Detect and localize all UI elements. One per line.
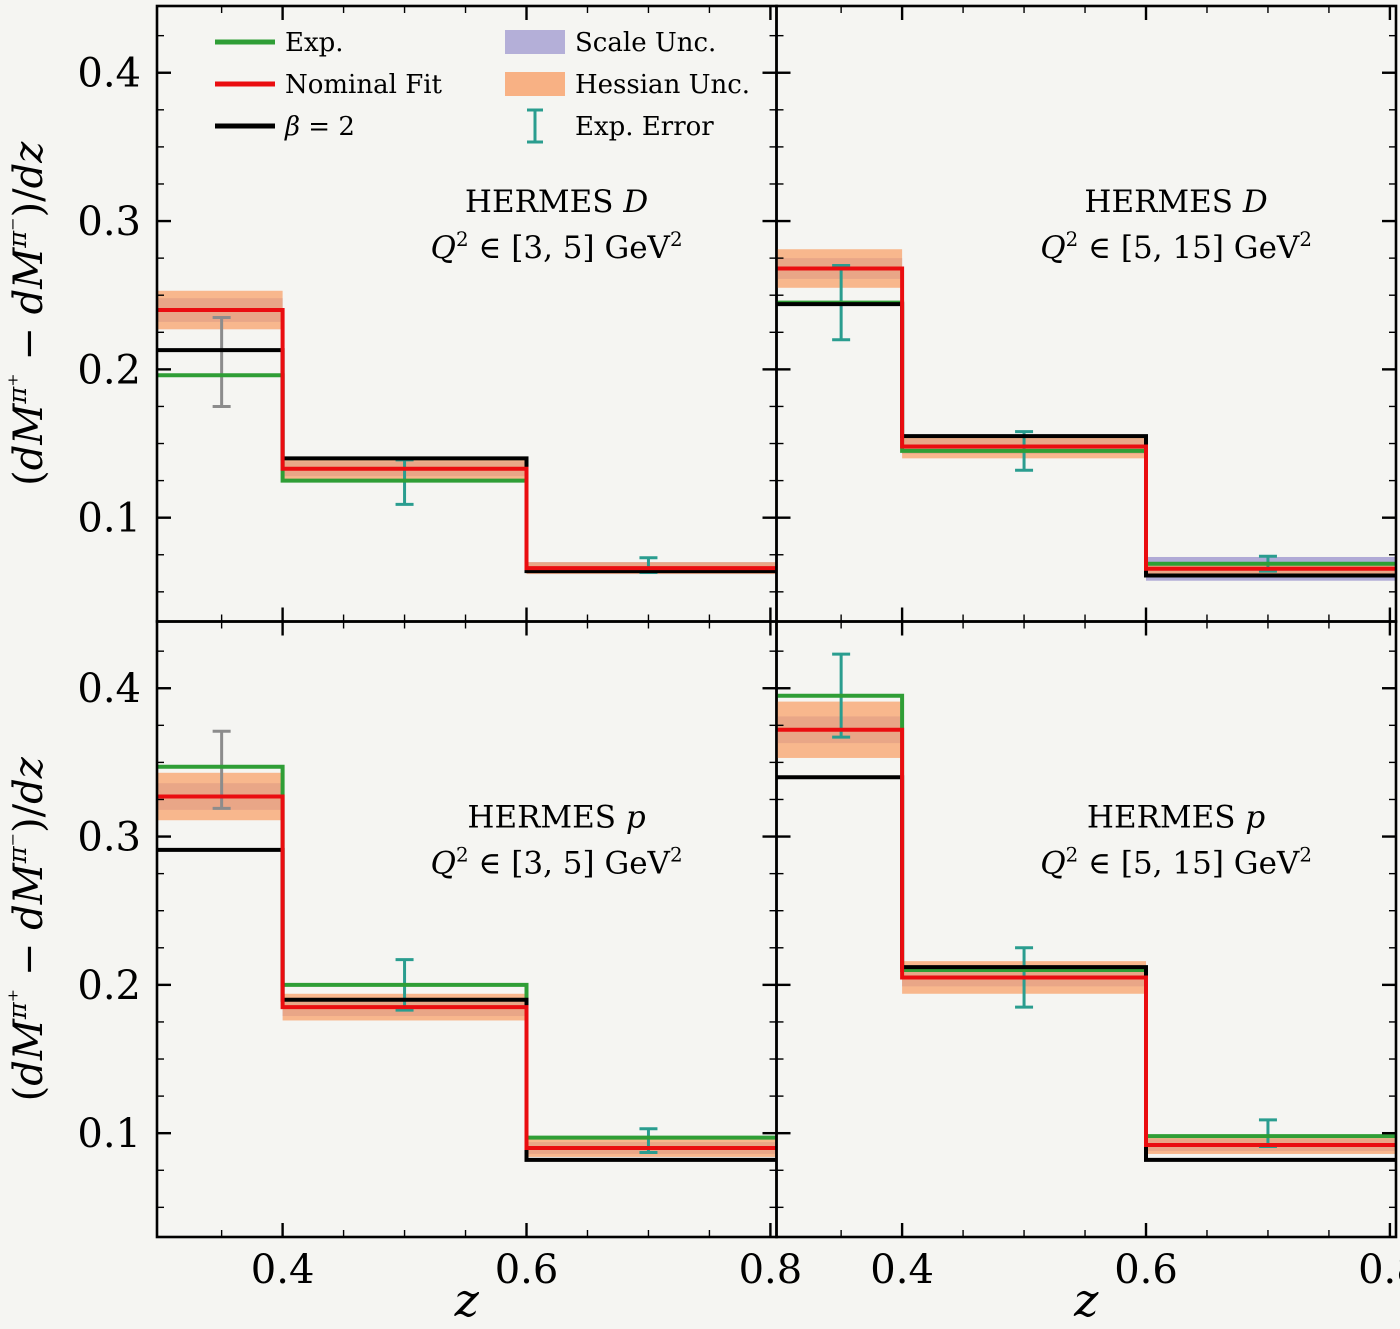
panel-subtitle: Q2 ∈ [3, 5] GeV2 bbox=[431, 843, 683, 881]
y-axis-label-group: (dMπ⁺ − dMπ⁻)/dz bbox=[3, 141, 52, 486]
legend-item-scale: Scale Unc. bbox=[505, 28, 716, 58]
y-tick-label: 0.4 bbox=[77, 51, 141, 97]
beta2-line bbox=[157, 348, 777, 574]
x-tick-label: 0.4 bbox=[251, 1247, 315, 1293]
legend-item-hessian: Hessian Unc. bbox=[505, 70, 750, 100]
legend-label-experr: Exp. Error bbox=[575, 112, 714, 142]
x-tick-label: 0.6 bbox=[495, 1247, 559, 1293]
legend-item-exp: Exp. bbox=[215, 28, 344, 58]
legend-label-scale: Scale Unc. bbox=[575, 28, 716, 58]
beta2-line bbox=[776, 302, 1396, 578]
panel-hermes-p-q2-5-15: 0.4 0.6 0.8 HERMES p Q2 ∈ [5, 15] GeV2 bbox=[775, 620, 1400, 1293]
panel-title: HERMES D bbox=[1084, 184, 1267, 220]
y-tick-label: 0.3 bbox=[77, 815, 141, 861]
nominal-fit-line bbox=[776, 727, 1396, 1147]
panel-subtitle: Q2 ∈ [5, 15] GeV2 bbox=[1040, 843, 1312, 881]
beta2-line bbox=[157, 847, 777, 1162]
legend: Exp. Nominal Fit β = 2 Scale Unc. Hessian Un… bbox=[215, 28, 750, 144]
legend-item-nominal: Nominal Fit bbox=[215, 70, 443, 100]
exp-line bbox=[157, 764, 777, 1140]
panel-border bbox=[775, 620, 1398, 1239]
legend-label-hessian: Hessian Unc. bbox=[575, 70, 750, 100]
panel-hermes-d-q2-5-15: HERMES D Q2 ∈ [5, 15] GeV2 bbox=[775, 4, 1398, 623]
x-axis-label: z bbox=[1073, 1273, 1099, 1327]
x-tick-label: 0.4 bbox=[870, 1247, 934, 1293]
legend-band-swatch bbox=[505, 72, 565, 96]
y-tick-label: 0.2 bbox=[77, 963, 141, 1009]
nominal-fit-line bbox=[157, 308, 777, 571]
nominal-fit-line bbox=[157, 794, 777, 1150]
legend-band-swatch bbox=[505, 30, 565, 54]
y-axis-label-group: (dMπ⁺ − dMπ⁻)/dz bbox=[3, 756, 52, 1101]
beta2-line bbox=[776, 775, 1396, 1162]
panel-hermes-p-q2-3-5: 0.4 0.6 0.8 0.1 0.2 0.3 0.4 HERMES p Q2 ∈ [3, 5]… bbox=[77, 620, 803, 1293]
legend-label-beta2: β = 2 bbox=[284, 112, 355, 142]
x-tick-label: 0.8 bbox=[739, 1247, 803, 1293]
y-axis-label: (dMπ⁺ − dMπ⁻)/dz bbox=[3, 141, 52, 486]
legend-errorbar-swatch bbox=[527, 108, 543, 144]
y-axis-label: (dMπ⁺ − dMπ⁻)/dz bbox=[3, 756, 52, 1101]
panel-subtitle: Q2 ∈ [5, 15] GeV2 bbox=[1040, 228, 1312, 266]
legend-label-exp: Exp. bbox=[285, 28, 344, 58]
legend-item-experr: Exp. Error bbox=[527, 108, 714, 144]
x-axis-label: z bbox=[454, 1273, 480, 1327]
legend-label-nominal: Nominal Fit bbox=[285, 70, 443, 100]
x-tick-label: 0.8 bbox=[1358, 1247, 1400, 1293]
exp-error-bar bbox=[212, 315, 231, 408]
panel-title: HERMES p bbox=[467, 800, 645, 836]
y-tick-label: 0.2 bbox=[77, 347, 141, 393]
y-tick-label: 0.1 bbox=[77, 496, 141, 542]
y-tick-label: 0.1 bbox=[77, 1111, 141, 1157]
panel-subtitle: Q2 ∈ [3, 5] GeV2 bbox=[431, 228, 683, 266]
legend-item-beta2: β = 2 bbox=[215, 112, 355, 142]
panel-title: HERMES p bbox=[1087, 800, 1265, 836]
x-tick-label: 0.6 bbox=[1114, 1247, 1178, 1293]
panel-title: HERMES D bbox=[465, 184, 648, 220]
y-tick-label: 0.3 bbox=[77, 199, 141, 245]
nominal-fit-line bbox=[776, 266, 1396, 571]
exp-line bbox=[776, 693, 1396, 1139]
y-tick-label: 0.4 bbox=[77, 666, 141, 712]
